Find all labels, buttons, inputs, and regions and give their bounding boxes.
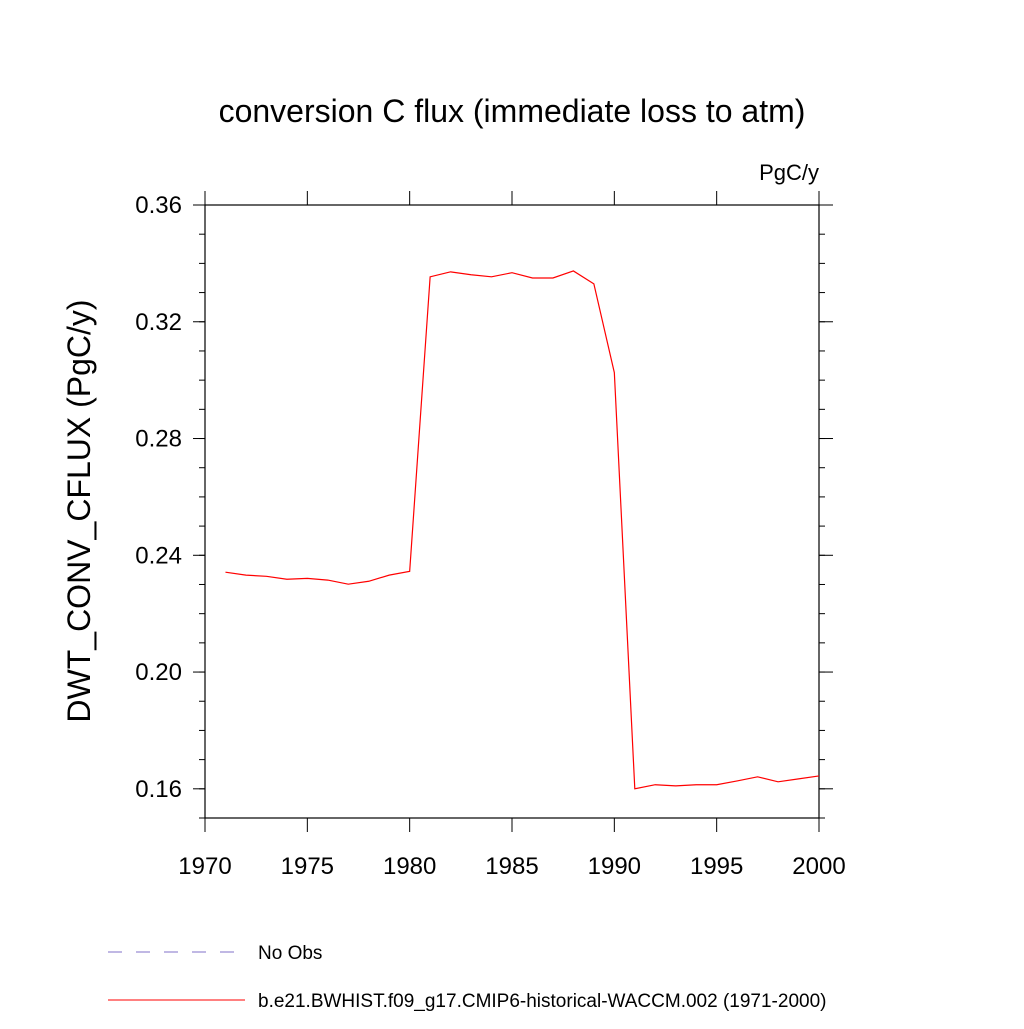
y-tick-label: 0.28 [135,426,182,453]
x-tick-label: 1980 [383,853,436,880]
x-tick-label: 1990 [588,853,641,880]
legend-label: No Obs [258,943,322,964]
plot-frame [204,204,820,819]
x-tick-label: 1995 [690,853,743,880]
units-label: PgC/y [759,160,819,185]
x-tick-label: 2000 [792,853,845,880]
y-tick-label: 0.20 [135,659,182,686]
y-axis-label: DWT_CONV_CFLUX (PgC/y) [61,299,97,722]
x-tick-label: 1985 [485,853,538,880]
legend-label: b.e21.BWHIST.f09_g17.CMIP6-historical-WA… [258,991,826,1012]
chart-title: conversion C flux (immediate loss to atm… [219,93,806,129]
y-tick-label: 0.24 [135,542,182,569]
y-tick-label: 0.16 [135,776,182,803]
y-tick-label: 0.36 [135,192,182,219]
x-tick-label: 1975 [281,853,334,880]
x-tick-label: 1970 [178,853,231,880]
series-line [225,270,820,790]
y-tick-label: 0.32 [135,309,182,336]
